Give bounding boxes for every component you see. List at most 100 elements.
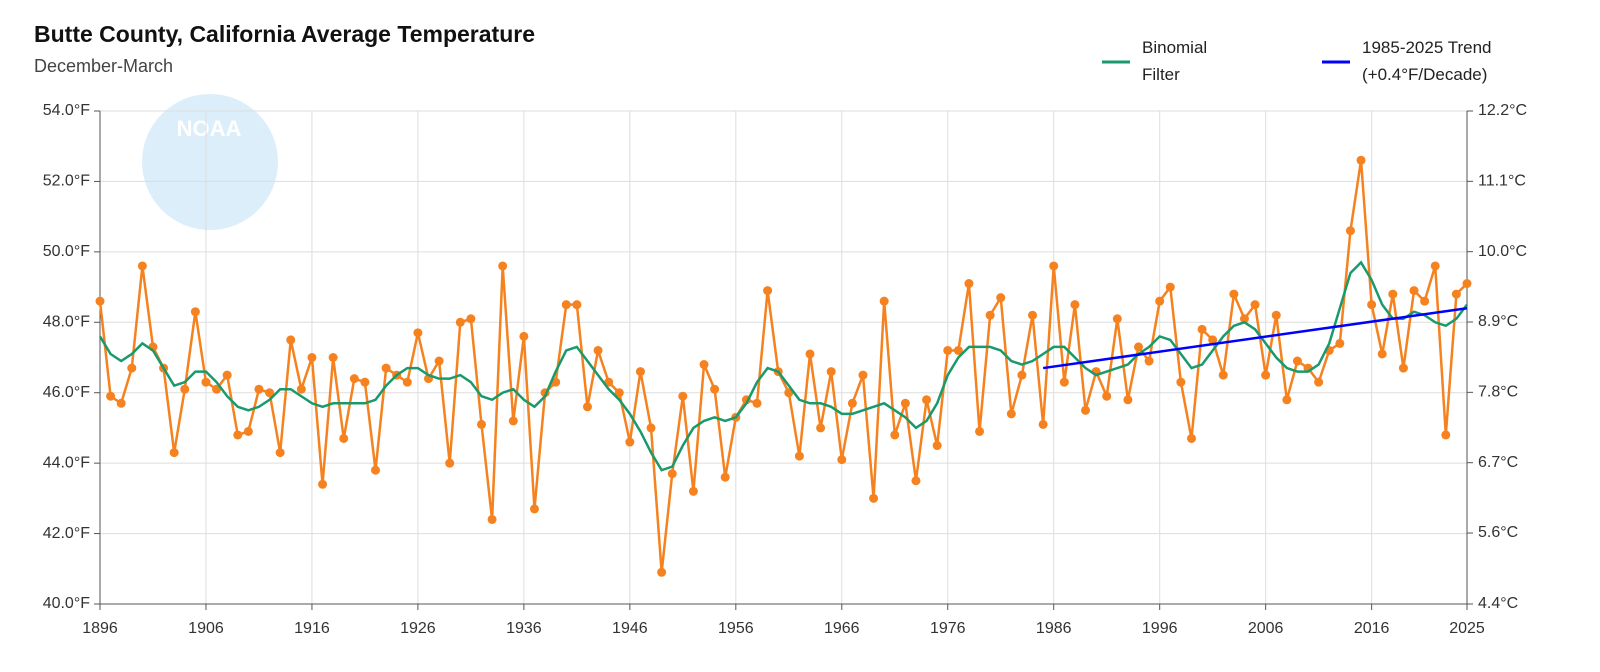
data-point [307,353,317,362]
chart-title: Butte County, California Average Tempera… [34,21,535,47]
x-tick-label: 1976 [930,620,966,637]
data-point [360,377,370,387]
x-tick-label: 1966 [824,620,860,637]
data-point [922,395,932,405]
data-point [1271,310,1281,320]
data-point [1282,395,1292,405]
data-point [371,465,381,475]
y-tick-label: 40.0°F [43,595,91,612]
data-point [1176,377,1186,387]
data-point [1356,155,1366,165]
data-point [1261,370,1271,380]
data-point [137,261,147,271]
data-point [275,448,285,458]
data-point [1059,377,1069,387]
data-point [201,377,211,387]
data-point [858,370,868,380]
data-point [869,493,879,503]
data-point [1367,300,1377,310]
data-point [985,310,995,320]
x-tick-label: 2025 [1449,620,1485,637]
data-point [402,377,412,387]
data-point [593,345,603,355]
data-point [1441,430,1451,440]
data-point [763,286,773,296]
data-point [508,416,518,426]
data-point [1028,310,1038,320]
x-tick-label: 1996 [1142,620,1178,637]
logo [142,94,278,230]
data-point [1208,335,1218,345]
data-point [847,398,857,408]
data-point [1070,300,1080,310]
data-point [657,567,667,577]
y-tick-label: 50.0°F [43,243,91,260]
data-point [296,384,306,394]
data-point [519,331,529,341]
data-point [254,384,264,394]
y-tick-label: 42.0°F [43,525,91,542]
data-point [996,293,1006,303]
data-point [1229,289,1239,299]
data-point [1165,282,1175,292]
data-point [529,504,539,514]
data-point [466,314,476,324]
y2-tick-label: 12.2°C [1478,102,1527,119]
data-point [1239,314,1249,324]
data-point [1017,370,1027,380]
data-point [95,296,105,306]
data-point [243,426,253,436]
data-point [286,335,296,345]
legend-label: Binomial Filter [1142,38,1208,84]
data-point [1250,300,1260,310]
data-point [190,307,200,317]
data-point [1420,296,1430,306]
data-point [445,458,455,468]
data-point [1398,363,1408,373]
data-point [614,388,624,398]
data-point [169,448,179,458]
data-point [900,398,910,408]
x-tick-label: 2016 [1354,620,1390,637]
data-point [1049,261,1059,271]
data-point [1144,356,1154,366]
data-point [890,430,900,440]
chart-subtitle: December-March [34,56,173,76]
data-point [699,360,709,370]
y2-tick-label: 6.7°C [1478,454,1518,471]
y-tick-label: 48.0°F [43,314,91,331]
data-point [222,370,232,380]
data-point [1102,391,1112,401]
y-tick-label: 46.0°F [43,384,91,401]
data-point [572,300,582,310]
trend-line [1042,306,1468,370]
data-point [180,384,190,394]
data-point [837,455,847,465]
data-point [1123,395,1133,405]
x-tick-label: 1916 [294,620,330,637]
y-tick-label: 52.0°F [43,173,91,190]
x-tick-label: 1946 [612,620,648,637]
data-point [646,423,656,433]
data-point [487,514,497,524]
logo-text: NOAA [177,116,242,141]
data-point [434,356,444,366]
data-point [1133,342,1143,352]
y2-tick-label: 7.8°C [1478,384,1518,401]
data-point [1038,419,1048,429]
data-point [964,279,974,289]
data-point [381,363,391,373]
data-point [498,261,508,271]
data-point [1218,370,1228,380]
series-line [98,260,1468,472]
x-tick-label: 1906 [188,620,224,637]
x-tick-label: 1936 [506,620,542,637]
data-point [805,349,815,359]
data-point [1462,279,1472,289]
data-point [582,402,592,412]
data-point [116,398,126,408]
data-point [455,317,465,327]
data-point [975,426,985,436]
